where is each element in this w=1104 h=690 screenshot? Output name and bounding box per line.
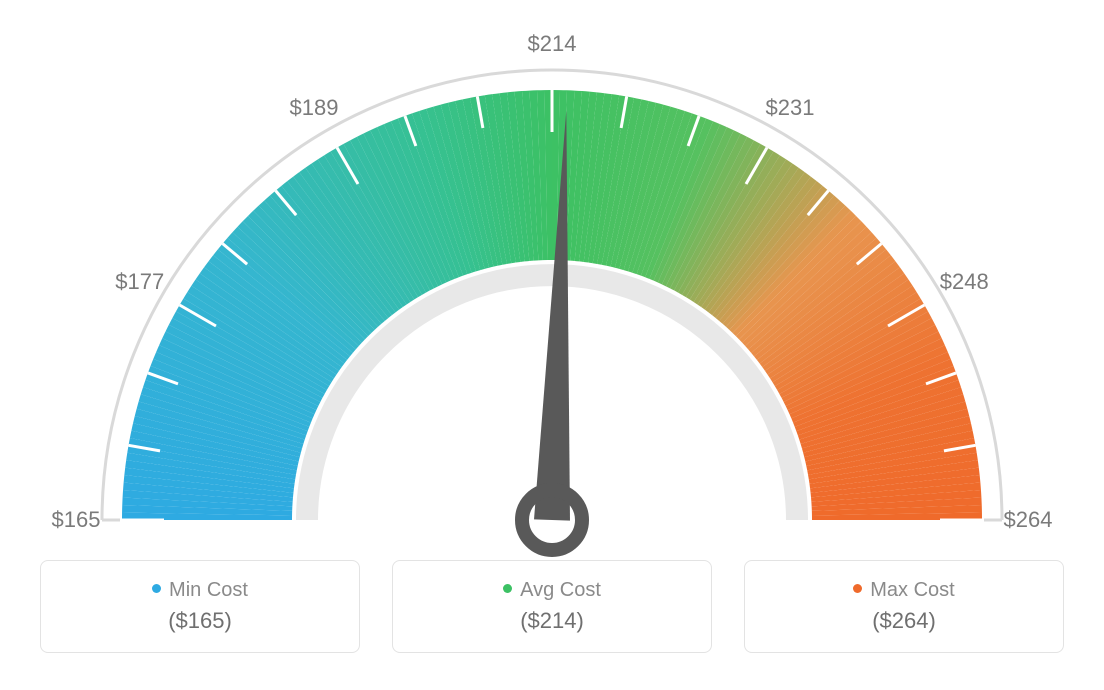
svg-text:$231: $231 [766,95,815,120]
svg-text:$189: $189 [290,95,339,120]
legend-value-max: ($264) [755,608,1053,634]
svg-text:$177: $177 [115,269,164,294]
legend-title-max: Max Cost [755,579,1053,602]
legend-title-min: Min Cost [51,579,349,602]
legend-card-avg: Avg Cost ($214) [392,560,712,653]
legend-card-min: Min Cost ($165) [40,560,360,653]
legend-title-text-max: Max Cost [870,579,954,601]
legend-value-avg: ($214) [403,608,701,634]
legend-card-max: Max Cost ($264) [744,560,1064,653]
legend-title-avg: Avg Cost [403,579,701,602]
dot-min [152,584,161,593]
svg-text:$214: $214 [528,31,577,56]
svg-text:$165: $165 [52,507,101,532]
legend-title-text-min: Min Cost [169,579,248,601]
legend-row: Min Cost ($165) Avg Cost ($214) Max Cost… [0,560,1104,653]
svg-text:$264: $264 [1004,507,1053,532]
dot-avg [503,584,512,593]
svg-text:$248: $248 [940,269,989,294]
gauge-svg: $165 $177 $189 $214 $231 $248 $264 [0,0,1104,560]
legend-value-min: ($165) [51,608,349,634]
cost-gauge: $165 $177 $189 $214 $231 $248 $264 [0,0,1104,560]
legend-title-text-avg: Avg Cost [520,579,601,601]
dot-max [853,584,862,593]
